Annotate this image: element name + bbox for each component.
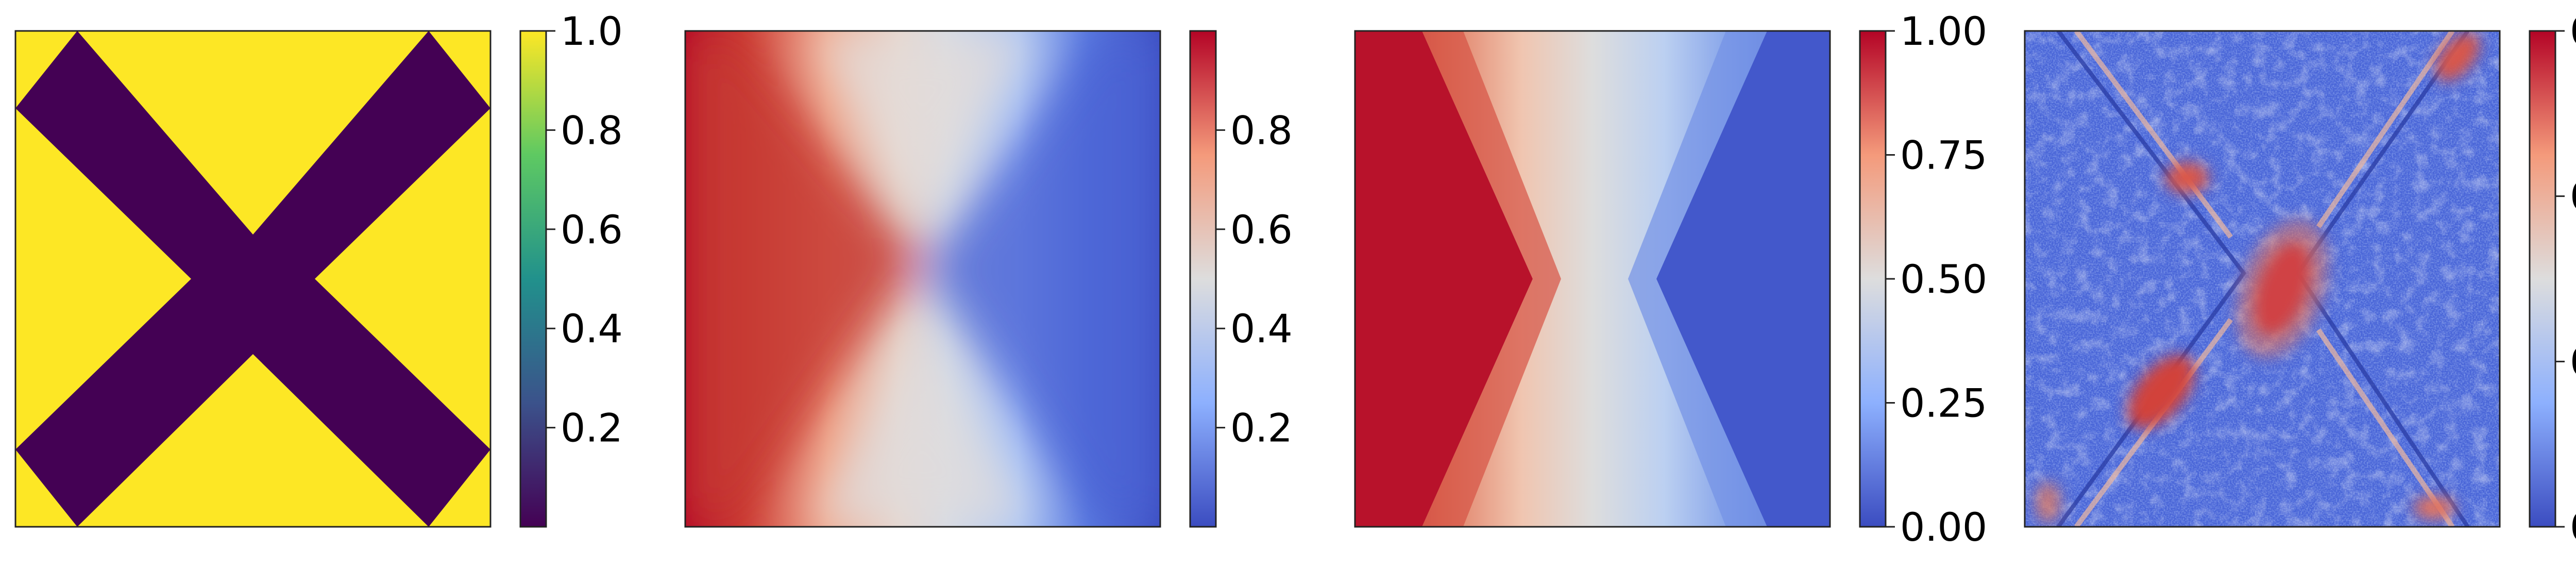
panel-frame: [14, 30, 492, 528]
error-hotspot-corner-tr: [2435, 32, 2480, 81]
reference-warm-band: [1422, 31, 1561, 527]
panel-reference: [1354, 30, 1831, 528]
panel-frame: [2024, 30, 2501, 528]
mask-x-shape: [15, 31, 490, 527]
error-hotspot-lower: [2128, 355, 2195, 429]
colorbar-tick-label: 0.75: [1900, 132, 1987, 178]
colorbar-tick-label: 0.10: [2570, 174, 2576, 220]
prediction-cool-wedge: [922, 31, 1160, 527]
colorbar-tick-label: 0.8: [1230, 107, 1293, 153]
panel-frame: [1354, 30, 1831, 528]
panel-mask: [14, 30, 492, 528]
colorbar-tick-label: 0.15: [2570, 8, 2576, 54]
reference-cool-band: [1628, 31, 1767, 527]
error-hotspot-upper: [2165, 162, 2209, 193]
prediction-neutral-bottom: [804, 340, 1041, 527]
error-hotspot-corner-br: [2414, 496, 2455, 519]
panel-prediction: [684, 30, 1161, 528]
colorbar-reference-gradient: [1859, 30, 1887, 528]
prediction-neutral-top: [804, 31, 1041, 216]
colorbar-reference-ticks: 1.00 0.75 0.50 0.25 0.00: [1886, 8, 1987, 550]
colorbar-tick-label: 0.50: [1900, 256, 1987, 302]
colorbar-error-gradient: [2529, 30, 2556, 528]
panel-error: [2024, 30, 2501, 528]
colorbar-prediction-gradient: [1189, 30, 1217, 528]
error-hotspot-center-halo: [2236, 219, 2329, 358]
colorbar-prediction: 0.8 0.6 0.4 0.2: [1189, 30, 1293, 528]
colorbar-tick-label: 0.6: [561, 207, 623, 253]
colorbar-prediction-ticks: 0.8 0.6 0.4 0.2: [1216, 107, 1293, 451]
prediction-warm-wedge: [685, 31, 922, 527]
colorbar-tick-label: 0.2: [561, 405, 623, 451]
colorbar-tick-label: 0.00: [1900, 504, 1987, 550]
colorbar-tick-label: 0.25: [1900, 380, 1987, 426]
colorbar-mask-ticks: 1.0 0.8 0.6 0.4 0.2: [546, 8, 623, 451]
colorbar-tick-label: 0.05: [2570, 339, 2576, 385]
colorbar-mask-gradient: [519, 30, 547, 528]
reference-warm-wedge: [1355, 31, 1533, 527]
colorbar-mask: 1.0 0.8 0.6 0.4 0.2: [519, 8, 623, 528]
colorbar-error: 0.15 0.10 0.05 0.00: [2529, 8, 2576, 550]
colorbar-tick-label: 0.2: [1230, 405, 1293, 451]
reference-cool-wedge: [1656, 31, 1830, 527]
colorbar-tick-label: 0.8: [561, 107, 623, 153]
colorbar-tick-label: 0.00: [2570, 504, 2576, 550]
colorbar-tick-label: 1.0: [561, 8, 623, 54]
colorbar-tick-label: 1.00: [1900, 8, 1987, 54]
colorbar-error-ticks: 0.15 0.10 0.05 0.00: [2555, 8, 2576, 550]
error-hotspot-corner-bl: [2036, 482, 2060, 523]
colorbar-tick-label: 0.4: [561, 306, 623, 352]
colorbar-tick-label: 0.4: [1230, 306, 1293, 352]
panel-frame: [684, 30, 1161, 528]
colorbar-tick-label: 0.6: [1230, 207, 1293, 253]
colorbar-reference: 1.00 0.75 0.50 0.25 0.00: [1859, 8, 1987, 550]
